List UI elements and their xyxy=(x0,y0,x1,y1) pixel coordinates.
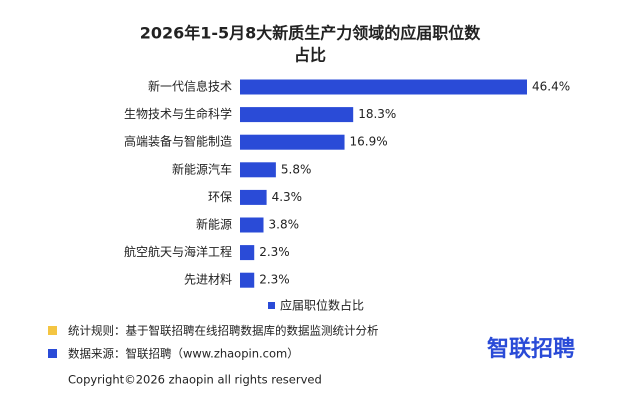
bar xyxy=(240,189,267,205)
category-label: 新能源 xyxy=(196,217,232,232)
value-label: 46.4% xyxy=(532,80,570,94)
chart-title: 2026年1-5月8大新质生产力领域的应届职位数 xyxy=(140,24,482,43)
category-label: 高端装备与智能制造 xyxy=(124,134,232,149)
rule-note: 统计规则：基于智联招聘在线招聘数据库的数据监测统计分析 xyxy=(68,324,379,338)
bar xyxy=(240,217,264,233)
bar xyxy=(240,134,345,150)
value-label: 2.3% xyxy=(259,273,290,287)
value-label: 5.8% xyxy=(281,162,312,176)
chart-title-line2: 占比 xyxy=(294,46,326,65)
value-label: 2.3% xyxy=(259,245,290,259)
value-label: 4.3% xyxy=(272,190,303,204)
value-label: 18.3% xyxy=(358,107,396,121)
category-label: 先进材料 xyxy=(184,273,232,287)
value-label: 3.8% xyxy=(269,218,300,232)
source-note: 数据来源：智联招聘（www.zhaopin.com） xyxy=(68,347,299,361)
category-label: 新能源汽车 xyxy=(172,161,232,176)
rule-bullet xyxy=(48,326,57,335)
legend-label: 应届职位数占比 xyxy=(280,298,364,313)
source-bullet xyxy=(48,349,57,358)
category-label: 环保 xyxy=(208,190,232,204)
category-label: 新一代信息技术 xyxy=(148,79,232,94)
bar xyxy=(240,79,527,95)
bar xyxy=(240,107,354,123)
legend-swatch xyxy=(268,302,275,309)
category-label: 生物技术与生命科学 xyxy=(124,106,232,121)
bar xyxy=(240,162,276,178)
category-label: 航空航天与海洋工程 xyxy=(124,244,232,259)
value-label: 16.9% xyxy=(350,135,388,149)
copyright: Copyright©2026 zhaopin all rights reserv… xyxy=(68,373,322,387)
bar xyxy=(240,245,255,261)
logo: 智联招聘 xyxy=(487,336,575,362)
bar xyxy=(240,272,255,288)
